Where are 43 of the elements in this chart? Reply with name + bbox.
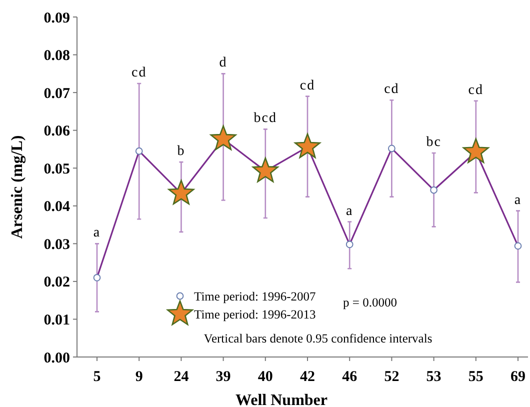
annotation: cd [131,65,147,80]
x-tick-label: 55 [468,369,484,385]
x-tick-label: 53 [426,369,442,385]
point [168,180,194,205]
legend-label: Time period: 1996-2007 [194,289,316,304]
y-tick-label: 0.04 [44,199,70,216]
annotation: a [346,204,354,219]
annotation: b [177,144,186,160]
x-tick-label: 52 [384,369,400,385]
annotation: a [93,226,101,241]
annotation: cd [300,78,316,94]
y-tick-label: 0.00 [44,350,70,366]
legend-label: Time period: 1996-2013 [194,307,316,322]
x-tick-label: 9 [135,369,143,385]
point [252,157,278,182]
annotation: bc [426,135,442,150]
annotation: bcd [254,111,278,126]
y-tick-label: 0.02 [44,274,70,291]
x-tick-label: 69 [510,369,526,385]
y-tick-label: 0.07 [44,86,70,102]
y-tick-label: 0.08 [44,48,70,64]
x-tick-label: 42 [300,369,315,385]
y-tick-label: 0.05 [44,161,70,178]
x-tick-label: 24 [174,369,190,385]
annotation: Vertical bars denote 0.95 confidence intervals [204,331,432,346]
annotation: cd [468,82,484,98]
y-tick-label: 0.01 [44,312,70,328]
point [210,125,236,150]
annotation: d [219,56,228,71]
annotation: cd [384,82,400,98]
y-tick-label: 0.09 [44,10,70,26]
point [462,138,489,164]
x-tick-label: 46 [342,369,358,385]
x-tick-label: 39 [216,369,231,385]
y-axis-title: Arsenic (mg/L) [9,135,26,239]
annotation: p = 0.0000 [343,295,397,310]
x-tick-label: 40 [258,369,273,385]
x-tick-label: 5 [93,369,101,385]
annotation: a [514,192,522,208]
y-tick-label: 0.03 [44,236,70,253]
x-axis-title: Well Number [236,392,328,407]
y-tick-label: 0.06 [44,124,70,140]
point [294,133,321,158]
